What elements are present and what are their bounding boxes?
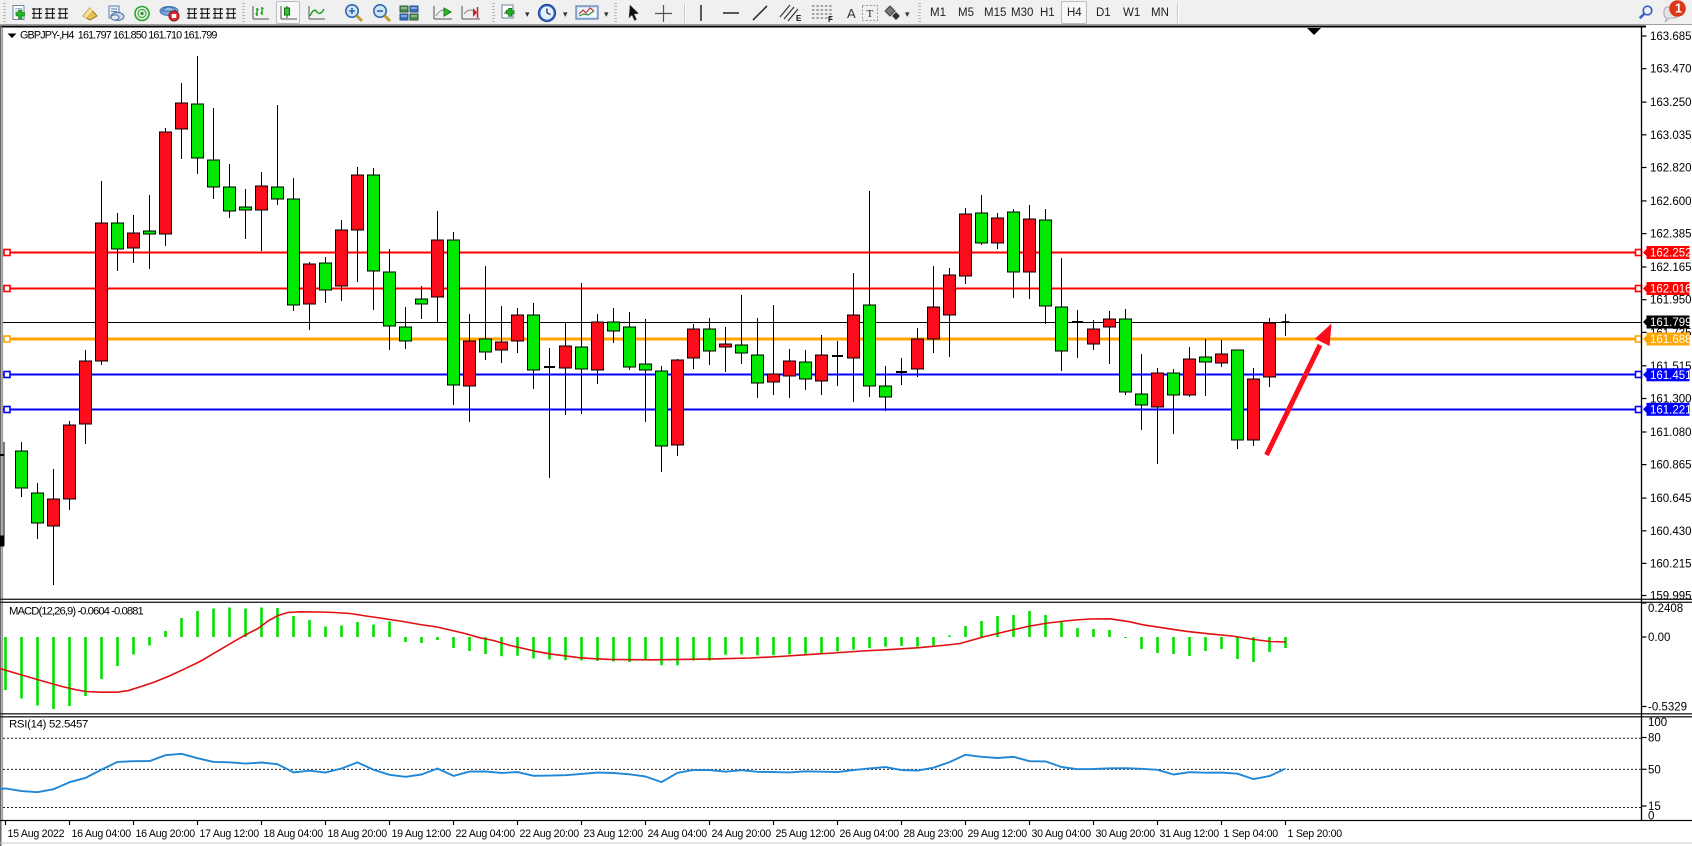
svg-text:80: 80 (1648, 733, 1661, 745)
svg-text:160.215: 160.215 (1650, 558, 1692, 570)
svg-text:18 Aug 04:00: 18 Aug 04:00 (264, 828, 324, 840)
svg-text:1: 1 (1675, 2, 1682, 16)
svg-text:159.995: 159.995 (1650, 591, 1692, 603)
svg-text:GBPJPY-,H4 161.797 161.850 16: GBPJPY-,H4 161.797 161.850 161.710 161.7… (20, 30, 217, 42)
svg-text:MACD(12,26,9) -0.0604 -0.0881: MACD(12,26,9) -0.0604 -0.0881 (9, 606, 144, 618)
svg-text:161.799: 161.799 (1650, 317, 1692, 329)
svg-text:30 Aug 04:00: 30 Aug 04:00 (1032, 828, 1092, 840)
svg-text:18 Aug 20:00: 18 Aug 20:00 (328, 828, 388, 840)
svg-text:161.688: 161.688 (1650, 334, 1692, 346)
svg-text:1 Sep 20:00: 1 Sep 20:00 (1288, 828, 1343, 840)
svg-text:162.252: 162.252 (1650, 248, 1692, 260)
svg-text:30 Aug 20:00: 30 Aug 20:00 (1096, 828, 1156, 840)
svg-text:0.00: 0.00 (1648, 632, 1670, 644)
svg-text:22 Aug 20:00: 22 Aug 20:00 (520, 828, 580, 840)
svg-text:161.300: 161.300 (1650, 394, 1692, 406)
svg-text:25 Aug 12:00: 25 Aug 12:00 (776, 828, 836, 840)
svg-text:22 Aug 04:00: 22 Aug 04:00 (456, 828, 516, 840)
svg-text:15 Aug 2022: 15 Aug 2022 (8, 828, 65, 840)
svg-text:160.430: 160.430 (1650, 526, 1692, 538)
svg-text:161.221: 161.221 (1650, 404, 1692, 416)
svg-text:29 Aug 12:00: 29 Aug 12:00 (968, 828, 1028, 840)
svg-text:19 Aug 12:00: 19 Aug 12:00 (392, 828, 452, 840)
svg-text:-0.5329: -0.5329 (1648, 702, 1687, 714)
svg-text:160.865: 160.865 (1650, 460, 1692, 472)
svg-text:0.2408: 0.2408 (1648, 603, 1683, 615)
svg-text:24 Aug 04:00: 24 Aug 04:00 (648, 828, 708, 840)
svg-text:163.470: 163.470 (1650, 64, 1692, 76)
svg-text:F: F (828, 15, 833, 23)
svg-text:161.950: 161.950 (1650, 295, 1692, 307)
svg-text:26 Aug 04:00: 26 Aug 04:00 (840, 828, 900, 840)
svg-text:17 Aug 12:00: 17 Aug 12:00 (200, 828, 260, 840)
svg-text:31 Aug 12:00: 31 Aug 12:00 (1160, 828, 1220, 840)
svg-text:161.080: 161.080 (1650, 427, 1692, 439)
svg-text:15: 15 (1648, 801, 1661, 813)
svg-text:162.385: 162.385 (1650, 229, 1692, 241)
svg-text:0: 0 (1648, 811, 1654, 823)
svg-text:T: T (867, 8, 874, 20)
svg-text:163.035: 163.035 (1650, 130, 1692, 142)
svg-text:24 Aug 20:00: 24 Aug 20:00 (712, 828, 772, 840)
svg-text:E: E (796, 14, 802, 23)
svg-text:28 Aug 23:00: 28 Aug 23:00 (904, 828, 964, 840)
svg-text:162.820: 162.820 (1650, 163, 1692, 175)
svg-text:162.016: 162.016 (1650, 284, 1692, 296)
svg-text:RSI(14) 52.5457: RSI(14) 52.5457 (9, 719, 88, 731)
svg-text:161.451: 161.451 (1650, 370, 1692, 382)
svg-text:162.600: 162.600 (1650, 196, 1692, 208)
svg-text:160.645: 160.645 (1650, 493, 1692, 505)
svg-text:162.165: 162.165 (1650, 262, 1692, 274)
svg-text:163.685: 163.685 (1650, 31, 1692, 43)
svg-text:23 Aug 12:00: 23 Aug 12:00 (584, 828, 644, 840)
svg-text:163.250: 163.250 (1650, 97, 1692, 109)
svg-text:100: 100 (1648, 717, 1667, 729)
svg-text:16 Aug 20:00: 16 Aug 20:00 (136, 828, 196, 840)
svg-text:1 Sep 04:00: 1 Sep 04:00 (1224, 828, 1279, 840)
svg-text:16 Aug 04:00: 16 Aug 04:00 (72, 828, 132, 840)
svg-text:50: 50 (1648, 764, 1661, 776)
